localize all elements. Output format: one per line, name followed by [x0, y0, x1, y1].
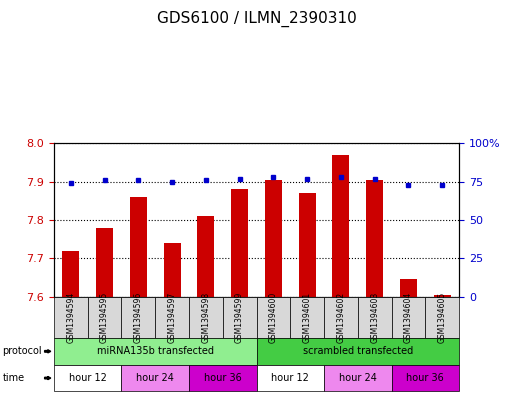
Text: scrambled transfected: scrambled transfected [303, 346, 413, 356]
Text: hour 36: hour 36 [204, 373, 242, 383]
Text: GSM1394602: GSM1394602 [337, 292, 345, 343]
Bar [96, 228, 113, 297]
Text: miRNA135b transfected: miRNA135b transfected [96, 346, 214, 356]
Text: hour 12: hour 12 [271, 373, 309, 383]
Text: GSM1394599: GSM1394599 [235, 292, 244, 343]
Text: GSM1394601: GSM1394601 [303, 292, 312, 343]
Text: GSM1394600: GSM1394600 [269, 292, 278, 343]
Text: GSM1394604: GSM1394604 [404, 292, 413, 343]
Bar [332, 155, 349, 297]
Text: GSM1394594: GSM1394594 [66, 292, 75, 343]
Text: GDS6100 / ILMN_2390310: GDS6100 / ILMN_2390310 [156, 11, 357, 27]
Text: GSM1394596: GSM1394596 [134, 292, 143, 343]
Text: GSM1394598: GSM1394598 [201, 292, 210, 343]
Bar [198, 216, 214, 297]
Text: GSM1394605: GSM1394605 [438, 292, 447, 343]
Text: protocol: protocol [3, 346, 42, 356]
Bar [130, 197, 147, 297]
Bar [231, 189, 248, 297]
Bar [299, 193, 315, 297]
Bar [366, 180, 383, 297]
Text: hour 12: hour 12 [69, 373, 107, 383]
Bar [400, 279, 417, 297]
Bar [265, 180, 282, 297]
Bar [164, 243, 181, 297]
Text: GSM1394603: GSM1394603 [370, 292, 379, 343]
Text: hour 36: hour 36 [406, 373, 444, 383]
Text: GSM1394597: GSM1394597 [168, 292, 176, 343]
Bar [434, 295, 451, 297]
Text: hour 24: hour 24 [136, 373, 174, 383]
Text: GSM1394595: GSM1394595 [100, 292, 109, 343]
Bar [62, 251, 79, 297]
Text: time: time [3, 373, 25, 383]
Text: hour 24: hour 24 [339, 373, 377, 383]
